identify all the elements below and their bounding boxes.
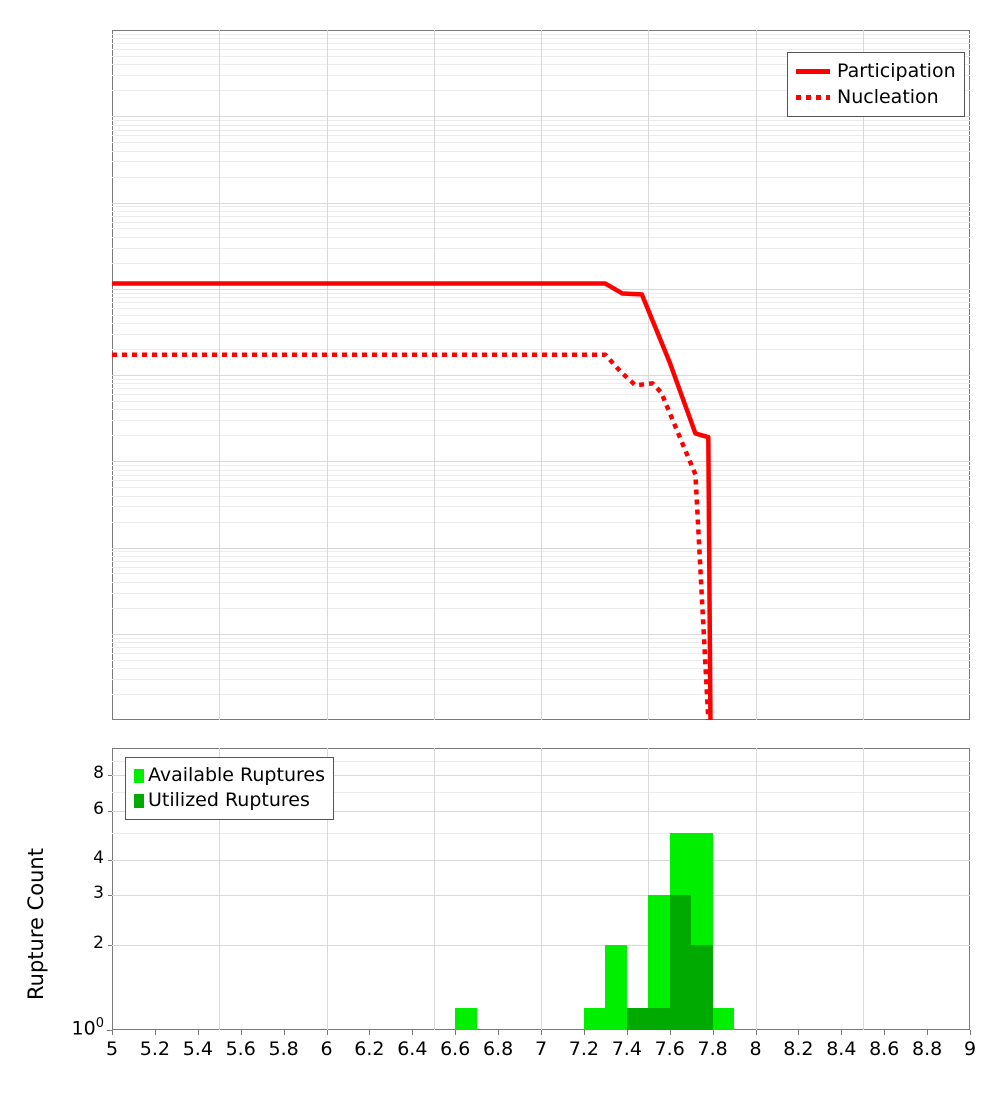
x-tick-label: 7.8 [697, 1038, 728, 1060]
x-tick [670, 1030, 671, 1035]
mid-clip [0, 721, 1000, 747]
legend-item-utilized[interactable]: Utilized Ruptures [134, 788, 325, 813]
legend-item-participation[interactable]: Participation [796, 58, 956, 84]
legend-label-participation: Participation [837, 59, 956, 82]
grid-major-v [327, 30, 328, 720]
x-tick [412, 1030, 413, 1035]
x-tick [627, 1030, 628, 1035]
x-tick [112, 1030, 113, 1035]
x-tick-label: 5.2 [139, 1038, 170, 1060]
x-tick-label: 8.8 [911, 1038, 943, 1060]
grid-major-v-bottom [541, 748, 542, 1030]
curve-participation [112, 281, 713, 720]
y-minor-tick-label: 8 [93, 763, 104, 783]
x-tick-label: 8 [749, 1038, 762, 1060]
grid-major-v [541, 30, 542, 720]
grid-major-v [863, 30, 864, 720]
legend-item-available[interactable]: Available Ruptures [134, 763, 325, 788]
x-tick-label: 7.6 [654, 1038, 685, 1060]
top-clip [0, 0, 1000, 30]
grid-major-v [219, 30, 220, 720]
legend-label-nucleation: Nucleation [837, 85, 939, 108]
x-tick [498, 1030, 499, 1035]
y-minor-tick-label: 3 [93, 883, 104, 903]
grid-major-v [756, 30, 757, 720]
bar-available-ruptures [455, 1008, 477, 1030]
x-tick-label: 8.2 [783, 1038, 814, 1060]
bar-available-ruptures [583, 1008, 606, 1030]
x-tick-label: 7.4 [611, 1038, 642, 1060]
bar-utilized-ruptures [648, 1008, 670, 1030]
mfd-legend: Participation Nucleation [787, 52, 965, 117]
grid-major-v-bottom [756, 748, 757, 1030]
grid-major-v [434, 30, 435, 720]
bar-utilized-ruptures [669, 895, 692, 1030]
bar-utilized-ruptures [691, 945, 713, 1030]
grid-major-v [648, 30, 649, 720]
y-minor-tick-label: 2 [93, 933, 104, 953]
x-tick [369, 1030, 370, 1035]
x-tick [455, 1030, 456, 1035]
y-minor-tick-label: 4 [93, 848, 104, 868]
x-tick-label: 5.4 [182, 1038, 213, 1060]
x-tick [198, 1030, 199, 1035]
x-tick [155, 1030, 156, 1035]
curve-nucleation [112, 352, 711, 720]
x-tick-label: 9 [963, 1038, 977, 1060]
grid-major-v-bottom [327, 748, 328, 1030]
y-minor-tick [108, 945, 112, 946]
y-minor-tick [108, 811, 112, 812]
y-tick-label-bottom: 100 [71, 1016, 104, 1040]
x-tick [284, 1030, 285, 1035]
right-clip [971, 0, 1000, 760]
participation-line-swatch [796, 64, 830, 78]
x-tick-label: 6.4 [397, 1038, 428, 1060]
x-tick [798, 1030, 799, 1035]
x-tick [756, 1030, 757, 1035]
y-minor-tick-label: 6 [93, 799, 104, 819]
y-tick-bottom [107, 1030, 112, 1031]
grid-major-v-bottom [434, 748, 435, 1030]
x-tick-label: 6.8 [482, 1038, 514, 1060]
x-tick-label: 7 [534, 1038, 548, 1060]
utilized-swatch [134, 793, 144, 808]
nucleation-line-swatch [796, 90, 830, 104]
left-clip [0, 0, 112, 760]
rupture-legend: Available Ruptures Utilized Ruptures [125, 757, 334, 820]
bar-available-ruptures [648, 895, 670, 1030]
x-tick [241, 1030, 242, 1035]
x-tick-label: 7.2 [568, 1038, 599, 1060]
available-swatch [134, 768, 144, 783]
x-tick-label: 6.6 [440, 1038, 471, 1060]
x-tick [970, 1030, 971, 1035]
bar-utilized-ruptures [626, 1008, 649, 1030]
grid-major-v-bottom [219, 748, 220, 1030]
x-tick [927, 1030, 928, 1035]
x-tick [841, 1030, 842, 1035]
x-tick [541, 1030, 542, 1035]
x-tick-label: 8.6 [869, 1038, 900, 1060]
x-tick-label: 6 [320, 1038, 333, 1060]
x-tick-label: 5.6 [225, 1038, 256, 1060]
legend-label-utilized: Utilized Ruptures [148, 789, 310, 811]
bar-available-ruptures [605, 945, 627, 1030]
grid-major-v-bottom [863, 748, 864, 1030]
y-minor-tick [108, 775, 112, 776]
x-tick-label: 8.4 [826, 1038, 857, 1060]
x-tick-label: 6.2 [354, 1038, 385, 1060]
grid-major-v-bottom [648, 748, 649, 1030]
x-tick-label: 5 [105, 1038, 119, 1060]
x-tick-label: 5.8 [268, 1038, 299, 1060]
bar-available-ruptures [712, 1008, 735, 1030]
x-tick [713, 1030, 714, 1035]
legend-item-nucleation[interactable]: Nucleation [796, 84, 956, 110]
y-minor-tick [108, 895, 112, 896]
x-tick [584, 1030, 585, 1035]
x-tick [327, 1030, 328, 1035]
x-tick [884, 1030, 885, 1035]
y-minor-tick [108, 860, 112, 861]
legend-label-available: Available Ruptures [148, 764, 325, 786]
